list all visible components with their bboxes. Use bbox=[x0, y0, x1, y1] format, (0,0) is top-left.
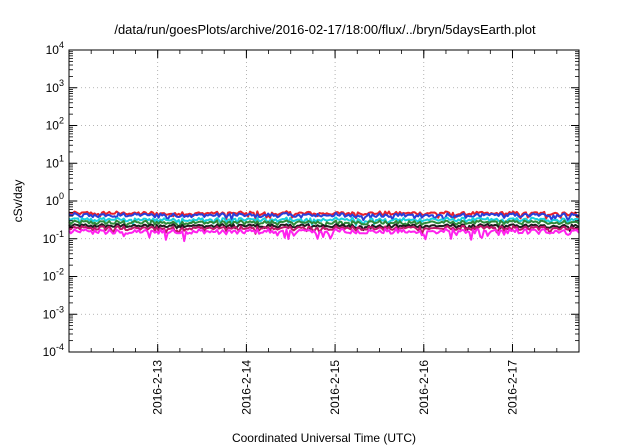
series-line-3 bbox=[68, 216, 580, 227]
y-tick-label: 10-4 bbox=[43, 342, 64, 359]
x-tick-label: 2016-2-17 bbox=[505, 360, 519, 415]
x-tick-labels: 2016-2-13 2016-2-14 2016-2-15 2016-2-16 2016… bbox=[151, 360, 520, 415]
y-tick-label: 102 bbox=[46, 116, 64, 133]
y-tick-label: 101 bbox=[46, 153, 64, 170]
grid bbox=[69, 50, 579, 352]
x-axis-label: Coordinated Universal Time (UTC) bbox=[232, 431, 416, 445]
y-tick-label: 10-1 bbox=[43, 229, 64, 246]
x-tick-label: 2016-2-16 bbox=[417, 360, 431, 415]
y-tick-labels: 10-4 10-3 10-2 10-1 100 101 102 103 104 bbox=[43, 40, 64, 359]
y-tick-label: 103 bbox=[46, 78, 64, 95]
axis-ticks bbox=[68, 49, 580, 353]
x-tick-label: 2016-2-15 bbox=[328, 360, 342, 415]
x-tick-label: 2016-2-14 bbox=[239, 360, 253, 415]
chart-title: /data/run/goesPlots/archive/2016-02-17/1… bbox=[114, 22, 536, 37]
y-tick-label: 104 bbox=[46, 40, 64, 57]
y-axis-label: cSv/day bbox=[11, 180, 25, 223]
series-line-6 bbox=[68, 224, 580, 236]
series-lines bbox=[68, 210, 580, 243]
series-line-7 bbox=[68, 227, 580, 243]
x-tick-label: 2016-2-13 bbox=[151, 360, 165, 415]
series-line-2 bbox=[68, 211, 580, 222]
y-tick-label: 10-3 bbox=[43, 304, 64, 321]
y-tick-label: 10-2 bbox=[43, 267, 64, 284]
y-tick-label: 100 bbox=[46, 191, 64, 208]
